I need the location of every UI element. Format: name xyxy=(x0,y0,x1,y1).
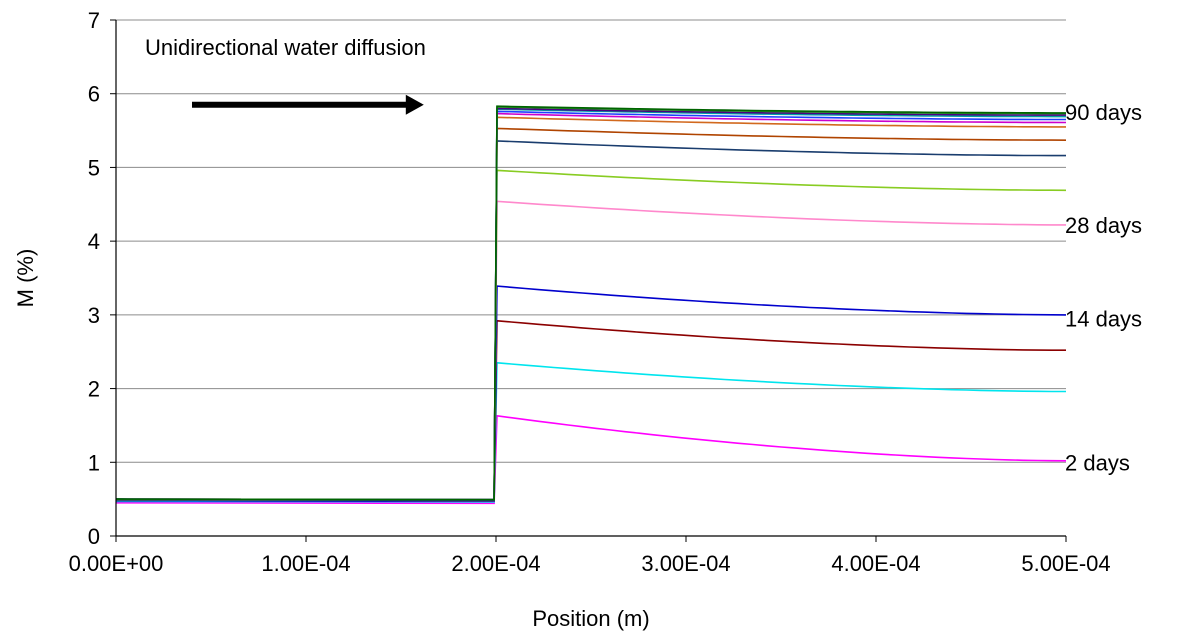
y-tick-labels: 0 1 2 3 4 5 6 7 xyxy=(88,8,100,549)
x-tick-label: 5.00E-04 xyxy=(1021,551,1110,576)
series-end-labels: 90 days 28 days 14 days 2 days xyxy=(1065,100,1142,475)
y-tick-label: 1 xyxy=(88,450,100,475)
series-line-15 xyxy=(115,105,1066,501)
y-tick-label: 2 xyxy=(88,377,100,402)
series-line-1 xyxy=(115,414,1067,505)
x-tick-label: 4.00E-04 xyxy=(831,551,920,576)
gridlines xyxy=(116,19,1066,463)
series-line-12 xyxy=(115,108,1066,501)
x-tick-labels: 0.00E+00 1.00E-04 2.00E-04 3.00E-04 4.00E-04… xyxy=(69,551,1111,576)
series-line-14 xyxy=(115,106,1066,501)
x-tick-label: 2.00E-04 xyxy=(451,551,540,576)
y-tick-label: 4 xyxy=(88,229,100,254)
x-tick-label: 3.00E-04 xyxy=(641,551,730,576)
series-line-6 xyxy=(115,169,1067,502)
y-tick-label: 3 xyxy=(88,303,100,328)
x-axis-title: Position (m) xyxy=(532,606,649,631)
end-label: 14 days xyxy=(1065,307,1142,332)
series-line-10 xyxy=(115,112,1067,501)
series-lines xyxy=(115,105,1067,505)
end-label: 90 days xyxy=(1065,100,1142,125)
series-line-3 xyxy=(115,319,1066,502)
end-label: 2 days xyxy=(1065,450,1130,475)
chart-annotation: Unidirectional water diffusion xyxy=(145,35,426,60)
x-tick-label: 1.00E-04 xyxy=(261,551,350,576)
y-tick-label: 7 xyxy=(88,8,100,33)
y-axis-title: M (%) xyxy=(13,249,38,308)
arrow-head xyxy=(405,94,424,115)
series-line-13 xyxy=(115,107,1066,501)
axes xyxy=(110,19,1067,542)
x-tick-label: 0.00E+00 xyxy=(69,551,164,576)
diffusion-arrow xyxy=(192,94,424,115)
series-line-7 xyxy=(115,140,1066,502)
y-tick-label: 6 xyxy=(88,82,100,107)
series-line-8 xyxy=(115,127,1067,501)
end-label: 28 days xyxy=(1065,213,1142,238)
y-tick-label: 5 xyxy=(88,155,100,180)
y-tick-label: 0 xyxy=(88,524,100,549)
series-line-9 xyxy=(115,116,1066,501)
series-line-11 xyxy=(115,110,1066,501)
series-line-2 xyxy=(115,361,1066,503)
series-line-5 xyxy=(115,200,1066,502)
series-line-4 xyxy=(115,285,1067,502)
